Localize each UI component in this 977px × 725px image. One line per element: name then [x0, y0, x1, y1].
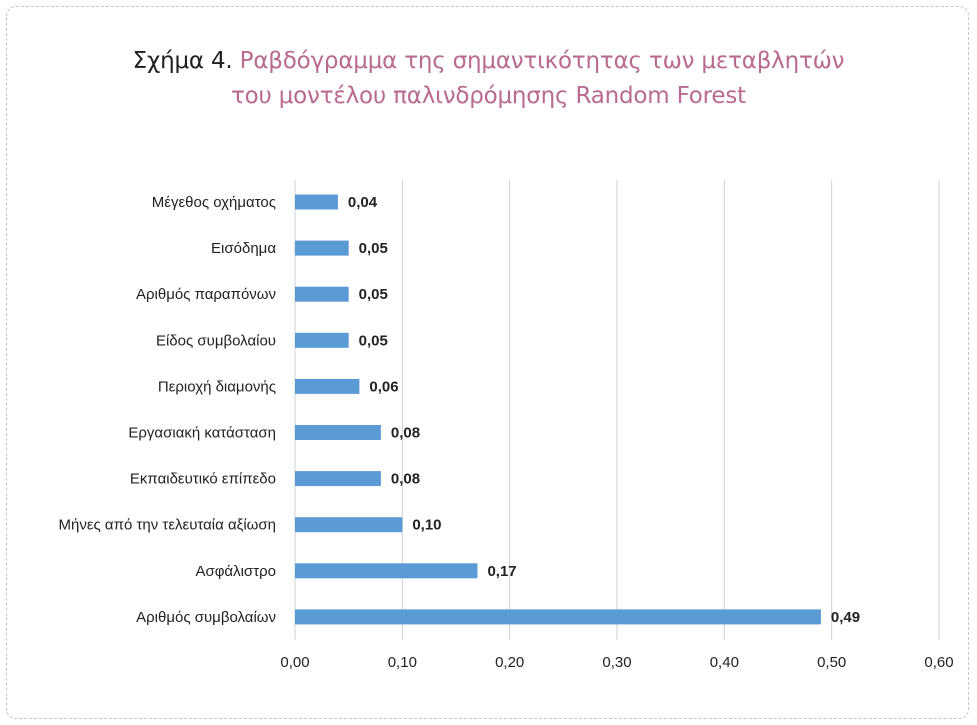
bar: [295, 563, 478, 579]
category-label: Είδος συμβολαίου: [156, 332, 276, 349]
category-label: Ασφάλιστρο: [195, 563, 276, 580]
x-tick-label: 0,20: [495, 654, 524, 671]
category-label: Εκπαιδευτικό επίπεδο: [130, 471, 276, 488]
value-label: 0,05: [359, 240, 388, 257]
category-label: Περιοχή διαμονής: [158, 378, 276, 395]
category-label: Εισόδημα: [211, 240, 276, 257]
bar: [295, 332, 349, 348]
value-label: 0,05: [359, 332, 388, 349]
category-label: Αριθμός παραπόνων: [136, 286, 276, 303]
value-label: 0,08: [391, 425, 420, 442]
bar: [295, 471, 381, 487]
gridlines: [294, 180, 940, 640]
category-label: Μέγεθος οχήματος: [152, 194, 276, 211]
category-label: Εργασιακή κατάσταση: [128, 425, 276, 442]
bar: [295, 609, 821, 625]
value-label: 0,17: [487, 563, 516, 580]
category-labels: Μέγεθος οχήματος Εισόδημα Αριθμός παραπόνω…: [59, 194, 277, 626]
bar: [295, 517, 403, 533]
chart-title-text-1: Ραβδόγραμμα της σημαντικότητας των μεταβ…: [239, 48, 845, 74]
value-label: 0,04: [348, 194, 378, 211]
bars: [295, 194, 821, 625]
x-axis-tick-labels: 0,00 0,10 0,20 0,30 0,40 0,50 0,60: [280, 654, 953, 671]
x-tick-label: 0,60: [924, 654, 953, 671]
chart-title-line-1: Σχήμα 4. Ραβδόγραμμα της σημαντικότητας …: [0, 44, 977, 79]
value-label: 0,05: [359, 286, 388, 303]
chart-title-line-2: του μοντέλου παλινδρόμησης Random Forest: [231, 83, 746, 109]
chart-title: Σχήμα 4. Ραβδόγραμμα της σημαντικότητας …: [0, 44, 977, 114]
value-labels: 0,04 0,05 0,05 0,05 0,06 0,08 0,08 0,10 0,17 0,49: [348, 194, 860, 626]
value-label: 0,06: [369, 378, 398, 395]
x-tick-label: 0,00: [280, 654, 309, 671]
chart-frame: [6, 6, 969, 719]
bar: [295, 425, 381, 440]
value-label: 0,49: [831, 609, 860, 626]
bar: [295, 378, 360, 394]
category-label: Αριθμός συμβολαίων: [136, 609, 276, 626]
value-label: 0,08: [391, 471, 420, 488]
x-tick-label: 0,10: [388, 654, 417, 671]
figure-number: Σχήμα 4.: [132, 48, 233, 74]
bar: [295, 286, 349, 302]
value-label: 0,10: [412, 517, 441, 534]
bar: [295, 240, 349, 256]
x-tick-label: 0,30: [602, 654, 631, 671]
x-tick-label: 0,50: [817, 654, 846, 671]
bar: [295, 194, 338, 210]
category-label: Μήνες από την τελευταία αξίωση: [59, 517, 276, 534]
x-tick-label: 0,40: [710, 654, 739, 671]
